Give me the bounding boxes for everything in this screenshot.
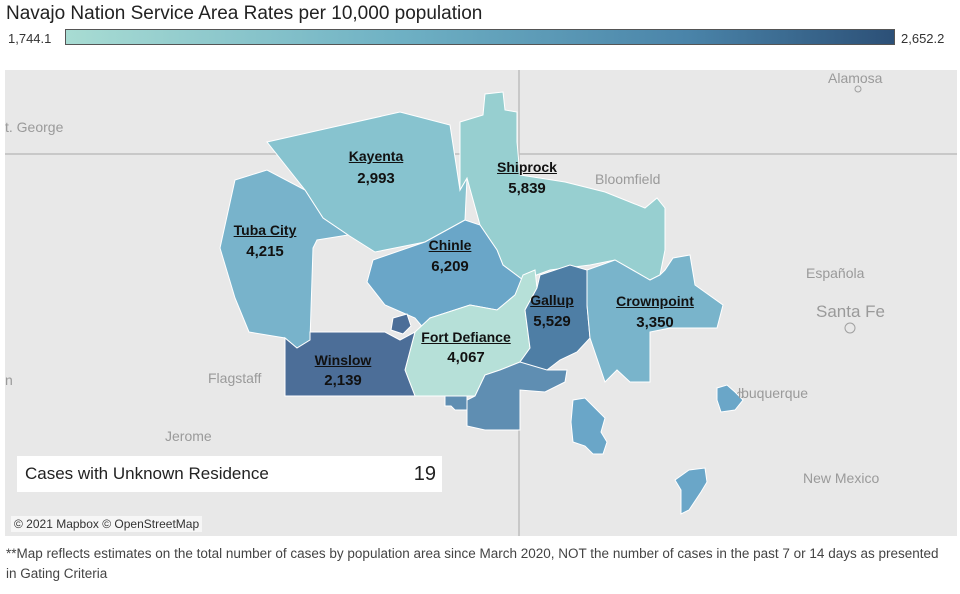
area-rate-kayenta: 2,993 xyxy=(357,170,395,187)
region-gallup-south[interactable] xyxy=(466,361,568,431)
unknown-residence-panel: Cases with Unknown Residence 19 xyxy=(17,456,442,492)
place-label-flagstaff: Flagstaff xyxy=(208,370,262,386)
place-label-albuquerque: lbuquerque xyxy=(738,385,809,401)
area-rate-shiprock: 5,839 xyxy=(508,180,546,197)
region-satellite-south-west[interactable] xyxy=(444,395,468,411)
area-rate-fort-defiance: 4,067 xyxy=(447,349,485,366)
area-name-tuba-city[interactable]: Tuba City xyxy=(233,222,297,238)
area-rate-chinle: 6,209 xyxy=(431,258,469,275)
area-name-crownpoint[interactable]: Crownpoint xyxy=(616,293,694,309)
area-name-fort-defiance[interactable]: Fort Defiance xyxy=(421,329,511,345)
area-rate-tuba-city: 4,215 xyxy=(246,243,284,260)
place-label-new-mexico: New Mexico xyxy=(803,470,880,486)
place-label-jerome: Jerome xyxy=(165,428,212,444)
region-tuba-city[interactable] xyxy=(219,169,350,349)
area-name-winslow[interactable]: Winslow xyxy=(314,352,372,368)
map-view[interactable]: Alamosa t. George Bloomfield Española Sa… xyxy=(5,70,957,536)
city-dot-santa-fe xyxy=(844,322,856,334)
area-name-gallup[interactable]: Gallup xyxy=(530,292,574,308)
city-dot-alamosa xyxy=(854,85,862,93)
map-canvas xyxy=(5,70,957,536)
map-title: Navajo Nation Service Area Rates per 10,… xyxy=(6,3,483,24)
area-name-kayenta[interactable]: Kayenta xyxy=(348,148,404,164)
place-label-st-george: t. George xyxy=(5,119,64,135)
map-attribution[interactable]: © 2021 Mapbox © OpenStreetMap xyxy=(11,516,203,532)
legend-max-value: 2,652.2 xyxy=(901,31,945,46)
unknown-residence-label: Cases with Unknown Residence xyxy=(25,464,269,483)
area-rate-crownpoint: 3,350 xyxy=(636,314,674,331)
region-satellite-ramah[interactable] xyxy=(570,397,608,455)
area-name-chinle[interactable]: Chinle xyxy=(428,237,472,253)
region-satellite-alamo[interactable] xyxy=(674,467,708,515)
place-label-espanola: Española xyxy=(806,265,865,281)
legend-min-value: 1,744.1 xyxy=(8,31,52,46)
place-label-santa-fe: Santa Fe xyxy=(816,302,885,321)
place-label-bloomfield: Bloomfield xyxy=(595,171,661,187)
place-label-alamosa: Alamosa xyxy=(828,70,883,86)
area-name-shiprock[interactable]: Shiprock xyxy=(497,159,557,175)
area-rate-winslow: 2,139 xyxy=(324,372,362,389)
area-rate-gallup: 5,529 xyxy=(533,313,571,330)
region-winslow[interactable] xyxy=(284,331,416,397)
region-satellite-west[interactable] xyxy=(390,313,412,335)
region-satellite-canoncito[interactable] xyxy=(716,384,744,413)
color-legend-bar xyxy=(65,29,895,45)
unknown-residence-count: 19 xyxy=(413,462,436,485)
footnote: **Map reflects estimates on the total nu… xyxy=(6,546,939,581)
region-crownpoint[interactable] xyxy=(586,254,724,383)
place-label-left-edge: n xyxy=(5,372,13,388)
